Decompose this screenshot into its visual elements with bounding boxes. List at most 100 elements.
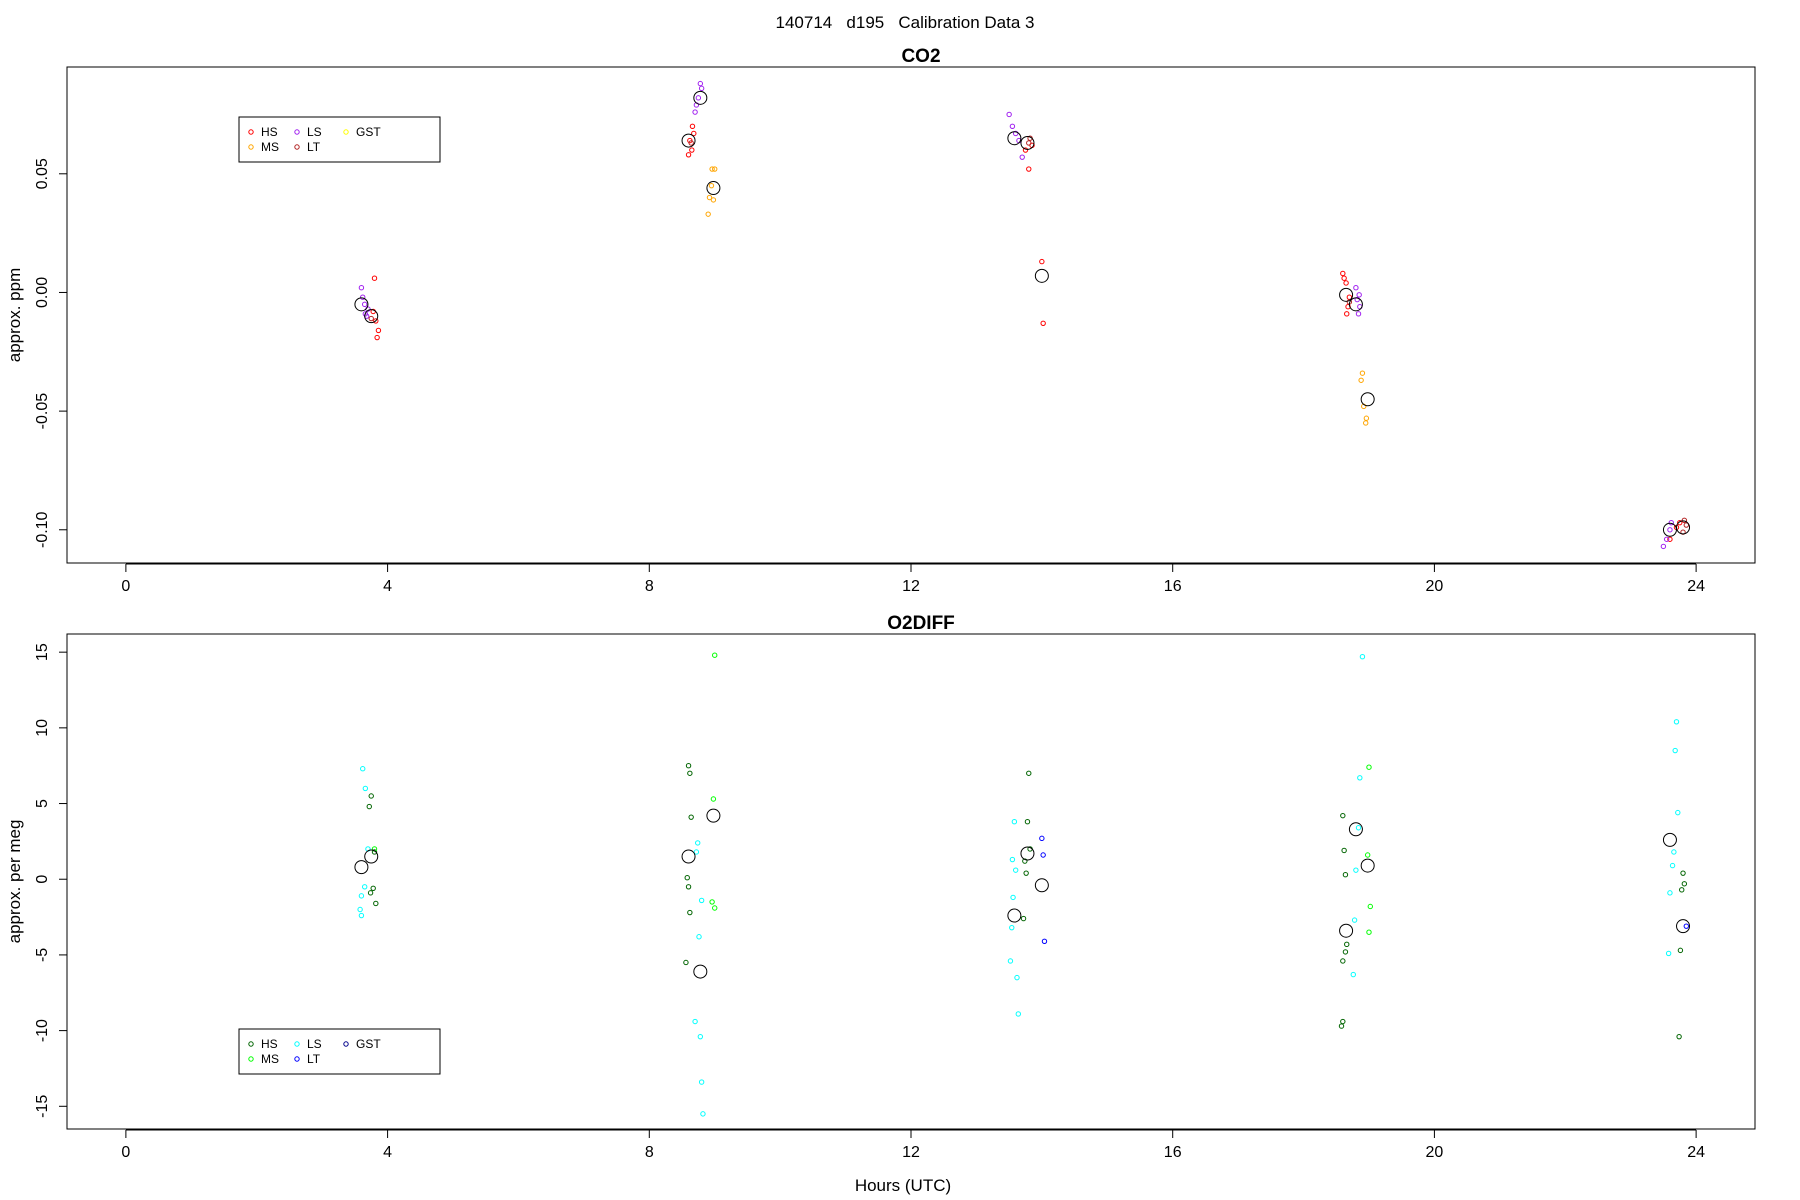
co2-point-ms	[709, 166, 715, 172]
co2-point-hs	[685, 152, 692, 158]
co2-point-hs	[689, 147, 695, 153]
o2diff-title: O2DIFF	[887, 613, 955, 634]
co2-point-lt	[688, 140, 694, 146]
o2diff-mean-marker	[364, 849, 379, 864]
o2diff-y-tick-label: 0	[34, 875, 51, 884]
o2diff-mean-marker	[354, 860, 369, 875]
o2diff-point-ls	[1007, 958, 1014, 964]
o2diff-point-hs	[685, 884, 692, 890]
o2diff-point-hs	[1340, 812, 1346, 819]
o2diff-point-ls	[1015, 1011, 1021, 1017]
co2-x-tick-label: 4	[383, 578, 392, 595]
co2-point-lt	[1681, 517, 1688, 523]
co2-point-ls	[360, 294, 366, 300]
o2diff-point-hs	[1022, 858, 1028, 864]
o2diff-mean-marker	[1034, 878, 1049, 893]
o2diff-point-lt	[1039, 835, 1045, 842]
co2-legend-box	[238, 116, 441, 163]
co2-point-hs	[689, 123, 696, 130]
co2-y-tick-label: 0.05	[34, 158, 51, 189]
o2diff-point-hs	[1680, 870, 1686, 876]
o2diff-panel: O2DIFF 0 4 8 12 16 20 24 -15 -10 -5 0 5 10 15 approx. p…	[5, 613, 1756, 1195]
o2diff-point-ms	[709, 899, 715, 905]
co2-legend-label: MS	[261, 140, 279, 154]
o2diff-legend-label: MS	[261, 1052, 279, 1066]
co2-x-tick-label: 0	[121, 578, 130, 595]
o2diff-point-hs	[1342, 871, 1349, 878]
o2diff-mean-marker	[1676, 919, 1691, 934]
o2diff-point-ls	[1359, 654, 1366, 660]
co2-mean-marker	[1034, 268, 1049, 283]
co2-mean-marker	[1007, 131, 1022, 146]
co2-point-ms	[706, 194, 713, 201]
o2diff-legend-marker	[248, 1056, 254, 1062]
o2diff-point-hs	[685, 762, 692, 769]
figure-title: 140714 d195 Calibration Data 3	[776, 13, 1035, 32]
co2-point-ls	[1353, 285, 1359, 291]
o2diff-point-hs	[688, 814, 694, 820]
o2diff-point-hs	[370, 885, 376, 892]
o2diff-point-hs	[687, 770, 693, 776]
o2diff-point-hs	[371, 849, 378, 855]
o2diff-point-ms	[1366, 929, 1372, 935]
o2diff-point-ls	[696, 934, 702, 940]
o2diff-point-ls	[1012, 867, 1019, 873]
o2diff-point-ls	[361, 884, 368, 890]
co2-y-tick-label: 0.00	[34, 277, 51, 308]
o2diff-point-hs	[1341, 847, 1347, 854]
o2diff-legend-label: LS	[307, 1037, 322, 1051]
co2-point-ms	[710, 197, 717, 203]
o2diff-point-hs	[1676, 1033, 1682, 1040]
o2diff-point-hs	[1338, 1023, 1345, 1029]
o2diff-point-ms	[712, 905, 718, 911]
co2-point-hs	[1341, 275, 1347, 281]
o2diff-point-hs	[687, 909, 693, 916]
co2-mean-marker	[1348, 297, 1363, 312]
co2-point-hs	[373, 318, 379, 324]
co2-mean-marker	[364, 309, 379, 324]
o2diff-legend-label: GST	[356, 1037, 381, 1051]
co2-point-ls	[1667, 527, 1673, 533]
o2diff-x-axis-label: Hours (UTC)	[855, 1176, 951, 1195]
co2-point-ls	[1660, 543, 1667, 550]
o2diff-mean-marker	[1662, 832, 1677, 847]
co2-point-ls	[1012, 130, 1019, 137]
o2diff-point-hs	[684, 875, 690, 881]
o2diff-point-ls	[692, 1018, 698, 1025]
co2-legend-label: LT	[307, 140, 321, 154]
o2diff-point-ms	[1366, 764, 1372, 770]
o2diff-point-hs	[373, 900, 379, 907]
co2-mean-marker	[1339, 287, 1354, 302]
co2-legend-marker	[248, 144, 254, 150]
o2diff-point-ls	[1671, 849, 1677, 855]
o2diff-point-hs	[1026, 770, 1032, 776]
o2diff-point-ls	[1351, 917, 1358, 923]
co2-point-ls	[697, 80, 704, 87]
o2diff-x-tick-label: 12	[902, 1144, 920, 1161]
co2-point-ms	[708, 182, 715, 189]
co2-x-tick-label: 8	[645, 578, 654, 595]
co2-legend-label: LS	[307, 125, 322, 139]
o2diff-point-ls	[1673, 719, 1680, 725]
co2-mean-marker	[1676, 520, 1691, 535]
co2-x-tick-label: 16	[1164, 578, 1182, 595]
co2-point-hs	[1344, 311, 1350, 317]
o2diff-point-ms	[712, 652, 718, 658]
co2-point-ms	[712, 166, 718, 172]
o2diff-mean-marker	[1007, 908, 1022, 923]
co2-legend-label: HS	[261, 125, 278, 139]
co2-x-tick-label: 20	[1426, 578, 1444, 595]
o2diff-point-hs	[368, 793, 374, 799]
o2diff-point-lt	[1683, 923, 1690, 929]
o2diff-point-ls	[700, 1111, 706, 1117]
co2-legend-marker	[248, 129, 254, 135]
co2-mean-marker	[1662, 522, 1677, 537]
o2diff-mean-marker	[1020, 846, 1035, 861]
o2diff-point-hs	[683, 959, 689, 966]
o2diff-point-ls	[1009, 856, 1016, 863]
o2diff-legend-marker	[343, 1041, 349, 1047]
o2diff-point-ls	[1672, 747, 1678, 754]
co2-point-hs	[1040, 320, 1046, 327]
o2diff-point-ls	[697, 1033, 704, 1040]
o2diff-point-ls	[362, 785, 369, 792]
